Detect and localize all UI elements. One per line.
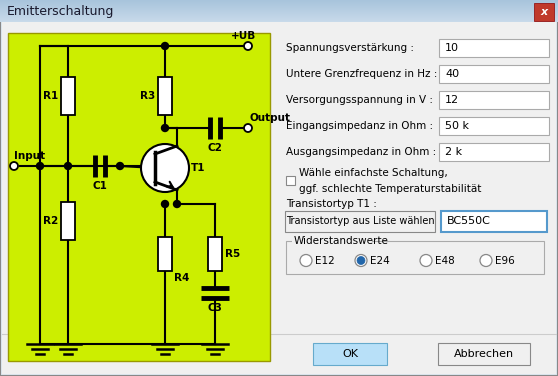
FancyBboxPatch shape	[0, 10, 558, 11]
Circle shape	[161, 124, 169, 132]
FancyBboxPatch shape	[0, 21, 558, 22]
Text: Wähle einfachste Schaltung,: Wähle einfachste Schaltung,	[299, 168, 448, 178]
FancyBboxPatch shape	[438, 343, 530, 365]
Circle shape	[117, 162, 123, 170]
Text: 10: 10	[445, 43, 459, 53]
Text: Versorgungsspannung in V :: Versorgungsspannung in V :	[286, 95, 433, 105]
FancyBboxPatch shape	[0, 15, 558, 16]
FancyBboxPatch shape	[0, 13, 558, 14]
Text: C2: C2	[208, 143, 223, 153]
Text: R2: R2	[43, 216, 58, 226]
Circle shape	[480, 255, 492, 267]
FancyBboxPatch shape	[0, 16, 558, 17]
Text: x: x	[541, 7, 547, 17]
FancyBboxPatch shape	[439, 91, 549, 109]
Text: Transistortyp aus Liste wählen: Transistortyp aus Liste wählen	[286, 216, 434, 226]
FancyBboxPatch shape	[0, 3, 558, 4]
Text: Emitterschaltung: Emitterschaltung	[7, 5, 114, 18]
FancyBboxPatch shape	[208, 237, 222, 271]
FancyBboxPatch shape	[286, 176, 295, 185]
Circle shape	[161, 42, 169, 50]
FancyBboxPatch shape	[0, 6, 558, 7]
Text: R3: R3	[140, 91, 155, 101]
FancyBboxPatch shape	[439, 143, 549, 161]
Text: 12: 12	[445, 95, 459, 105]
Text: Spannungsverstärkung :: Spannungsverstärkung :	[286, 43, 414, 53]
FancyBboxPatch shape	[439, 65, 549, 83]
FancyBboxPatch shape	[0, 7, 558, 8]
Text: E12: E12	[315, 256, 335, 265]
FancyBboxPatch shape	[8, 33, 270, 361]
Text: 50 k: 50 k	[445, 121, 469, 131]
FancyBboxPatch shape	[0, 17, 558, 18]
Circle shape	[36, 162, 44, 170]
Text: E24: E24	[370, 256, 389, 265]
Text: Ausgangsimpedanz in Ohm :: Ausgangsimpedanz in Ohm :	[286, 147, 436, 157]
Text: Output: Output	[250, 113, 291, 123]
FancyBboxPatch shape	[0, 19, 558, 20]
Circle shape	[244, 124, 252, 132]
FancyBboxPatch shape	[292, 236, 372, 246]
FancyBboxPatch shape	[0, 11, 558, 12]
Text: Widerstandswerte: Widerstandswerte	[294, 236, 389, 246]
FancyBboxPatch shape	[158, 237, 172, 271]
Circle shape	[141, 144, 189, 192]
Text: BC550C: BC550C	[447, 216, 491, 226]
FancyBboxPatch shape	[285, 211, 435, 232]
Text: ggf. schlechte Temperaturstabilität: ggf. schlechte Temperaturstabilität	[299, 184, 482, 194]
FancyBboxPatch shape	[0, 8, 558, 9]
Circle shape	[10, 162, 18, 170]
Text: Eingangsimpedanz in Ohm :: Eingangsimpedanz in Ohm :	[286, 121, 433, 131]
FancyBboxPatch shape	[0, 2, 558, 3]
FancyBboxPatch shape	[439, 117, 549, 135]
FancyBboxPatch shape	[0, 12, 558, 13]
Text: Transistortyp T1 :: Transistortyp T1 :	[286, 199, 377, 209]
Circle shape	[300, 255, 312, 267]
FancyBboxPatch shape	[0, 1, 558, 2]
Circle shape	[65, 162, 71, 170]
Text: T1: T1	[191, 163, 205, 173]
FancyBboxPatch shape	[0, 9, 558, 10]
Circle shape	[174, 200, 180, 208]
FancyBboxPatch shape	[158, 77, 172, 115]
FancyBboxPatch shape	[439, 39, 549, 57]
Text: 2 k: 2 k	[445, 147, 462, 157]
Text: +UB: +UB	[230, 31, 256, 41]
FancyBboxPatch shape	[0, 4, 558, 5]
Text: R5: R5	[225, 249, 240, 259]
FancyBboxPatch shape	[0, 20, 558, 21]
FancyBboxPatch shape	[0, 5, 558, 6]
FancyBboxPatch shape	[441, 211, 547, 232]
Circle shape	[420, 255, 432, 267]
FancyBboxPatch shape	[313, 343, 387, 365]
FancyBboxPatch shape	[0, 18, 558, 19]
Text: Abbrechen: Abbrechen	[454, 349, 514, 359]
FancyBboxPatch shape	[0, 14, 558, 15]
FancyBboxPatch shape	[61, 77, 75, 115]
Circle shape	[357, 256, 365, 264]
FancyBboxPatch shape	[534, 3, 554, 21]
Text: Untere Grenzfrequenz in Hz :: Untere Grenzfrequenz in Hz :	[286, 69, 437, 79]
Text: C3: C3	[208, 303, 223, 313]
FancyBboxPatch shape	[2, 22, 556, 374]
Text: E96: E96	[495, 256, 514, 265]
Text: E48: E48	[435, 256, 455, 265]
Text: OK: OK	[342, 349, 358, 359]
FancyBboxPatch shape	[61, 202, 75, 240]
Text: 40: 40	[445, 69, 459, 79]
FancyBboxPatch shape	[0, 0, 558, 1]
Circle shape	[244, 42, 252, 50]
Text: C1: C1	[93, 181, 108, 191]
Text: R4: R4	[174, 273, 189, 283]
Circle shape	[161, 200, 169, 208]
Text: Input: Input	[14, 151, 45, 161]
Circle shape	[355, 255, 367, 267]
Text: R1: R1	[43, 91, 58, 101]
